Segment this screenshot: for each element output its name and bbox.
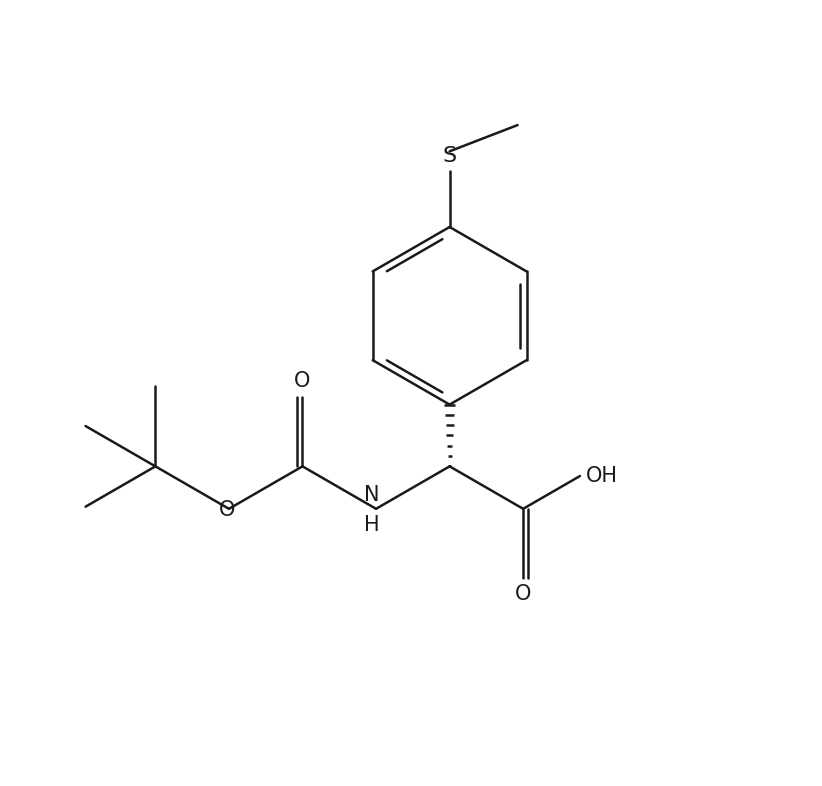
Text: O: O xyxy=(515,585,531,604)
Text: OH: OH xyxy=(585,466,617,486)
Text: N: N xyxy=(364,485,380,505)
Text: O: O xyxy=(294,371,311,391)
Text: O: O xyxy=(219,501,235,520)
Text: H: H xyxy=(364,515,380,535)
Text: S: S xyxy=(442,146,457,166)
